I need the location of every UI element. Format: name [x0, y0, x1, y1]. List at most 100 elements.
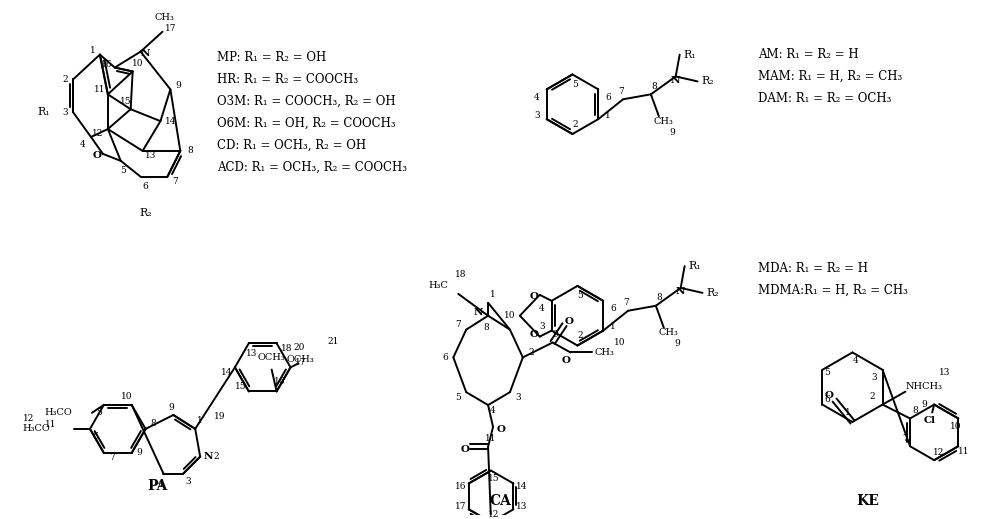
Text: 12: 12: [488, 510, 500, 519]
Text: 9: 9: [175, 81, 181, 90]
Text: 9: 9: [675, 339, 681, 348]
Text: 9: 9: [670, 128, 676, 136]
Text: 4: 4: [80, 141, 86, 149]
Text: 2: 2: [573, 119, 578, 129]
Text: 7: 7: [618, 87, 624, 96]
Text: 8: 8: [656, 293, 662, 303]
Text: 5: 5: [96, 408, 102, 417]
Text: 9: 9: [553, 330, 558, 339]
Text: 6: 6: [443, 353, 448, 362]
Text: N: N: [141, 49, 150, 58]
Text: MDA: R₁ = R₂ = H: MDA: R₁ = R₂ = H: [758, 262, 868, 275]
Text: CA: CA: [489, 495, 511, 509]
Text: 8: 8: [912, 406, 918, 415]
Text: O: O: [496, 426, 505, 434]
Text: 3: 3: [185, 477, 191, 486]
Text: 12: 12: [23, 415, 34, 424]
Text: 10: 10: [504, 311, 516, 320]
Text: 17: 17: [455, 502, 467, 511]
Text: O: O: [562, 356, 571, 365]
Text: O: O: [825, 391, 834, 400]
Text: 4: 4: [490, 405, 496, 415]
Text: 10: 10: [614, 338, 626, 347]
Text: 2: 2: [213, 452, 219, 461]
Text: 13: 13: [246, 349, 257, 358]
Text: 3: 3: [534, 111, 540, 120]
Text: 1: 1: [605, 111, 611, 120]
Text: N: N: [671, 76, 680, 85]
Text: 16: 16: [101, 60, 113, 69]
Text: 5: 5: [120, 166, 126, 175]
Text: 8: 8: [651, 82, 657, 91]
Text: MAM: R₁ = H, R₂ = CH₃: MAM: R₁ = H, R₂ = CH₃: [758, 70, 902, 83]
Text: 7: 7: [172, 177, 178, 186]
Text: 11: 11: [485, 434, 497, 443]
Text: 15: 15: [488, 474, 500, 483]
Text: 16: 16: [455, 482, 467, 491]
Text: OCH₃: OCH₃: [287, 355, 314, 364]
Text: 1: 1: [490, 290, 496, 299]
Text: CD: R₁ = OCH₃, R₂ = OH: CD: R₁ = OCH₃, R₂ = OH: [217, 139, 366, 152]
Text: ACD: R₁ = OCH₃, R₂ = COOCH₃: ACD: R₁ = OCH₃, R₂ = COOCH₃: [217, 160, 407, 173]
Text: MP: R₁ = R₂ = OH: MP: R₁ = R₂ = OH: [217, 51, 326, 64]
Text: 21: 21: [328, 337, 339, 346]
Text: CH₃: CH₃: [654, 117, 674, 126]
Text: 2: 2: [870, 392, 875, 401]
Text: 8: 8: [187, 146, 193, 155]
Text: O: O: [529, 292, 538, 302]
Text: PA: PA: [147, 480, 168, 494]
Text: 6: 6: [143, 182, 148, 191]
Text: 3: 3: [515, 393, 521, 402]
Text: 20: 20: [294, 343, 305, 352]
Text: R₁: R₁: [683, 50, 696, 60]
Text: 11: 11: [45, 420, 56, 429]
Text: 6: 6: [92, 432, 98, 441]
Text: 13: 13: [939, 368, 951, 377]
Text: AM: R₁ = R₂ = H: AM: R₁ = R₂ = H: [758, 48, 859, 61]
Text: R₂: R₂: [701, 76, 714, 86]
Text: H₃CO: H₃CO: [44, 408, 72, 417]
Text: OCH₃: OCH₃: [258, 353, 286, 362]
Text: O: O: [529, 330, 538, 339]
Text: 13: 13: [145, 152, 156, 160]
Text: 3: 3: [872, 373, 877, 383]
Text: 10: 10: [950, 422, 961, 431]
Text: 17: 17: [295, 358, 306, 367]
Text: 4: 4: [158, 479, 163, 488]
Text: DAM: R₁ = R₂ = OCH₃: DAM: R₁ = R₂ = OCH₃: [758, 92, 892, 105]
Text: CH₃: CH₃: [154, 13, 174, 22]
Text: N: N: [203, 452, 213, 461]
Text: O: O: [565, 317, 574, 326]
Text: 18: 18: [455, 269, 466, 279]
Text: N: N: [473, 308, 483, 317]
Text: H₃CO: H₃CO: [23, 425, 50, 433]
Text: 6: 6: [605, 93, 611, 102]
Text: 8: 8: [151, 419, 156, 428]
Text: 7: 7: [902, 434, 908, 443]
Text: 14: 14: [516, 482, 527, 491]
Text: 1: 1: [610, 322, 616, 331]
Text: KE: KE: [856, 495, 879, 509]
Text: MDMA:R₁ = H, R₂ = CH₃: MDMA:R₁ = H, R₂ = CH₃: [758, 283, 908, 296]
Text: CH₃: CH₃: [659, 328, 679, 337]
Text: 6: 6: [824, 395, 830, 404]
Text: 3: 3: [62, 107, 68, 117]
Text: 4: 4: [539, 304, 545, 313]
Text: 15: 15: [235, 382, 247, 391]
Text: N: N: [676, 288, 685, 296]
Text: 1: 1: [90, 46, 96, 55]
Text: 14: 14: [165, 117, 176, 126]
Text: O6M: R₁ = OH, R₂ = COOCH₃: O6M: R₁ = OH, R₂ = COOCH₃: [217, 117, 396, 130]
Text: 9: 9: [137, 448, 142, 457]
Text: H₃C: H₃C: [428, 281, 448, 291]
Text: 4: 4: [853, 356, 858, 365]
Text: 5: 5: [573, 80, 578, 89]
Text: 15: 15: [120, 97, 132, 106]
Text: R₁: R₁: [688, 261, 701, 271]
Text: 12: 12: [92, 129, 104, 138]
Text: NHCH₃: NHCH₃: [906, 382, 943, 391]
Text: 19: 19: [214, 413, 226, 421]
Text: 11: 11: [958, 447, 970, 456]
Text: 7: 7: [623, 298, 629, 307]
Text: 17: 17: [165, 24, 176, 33]
